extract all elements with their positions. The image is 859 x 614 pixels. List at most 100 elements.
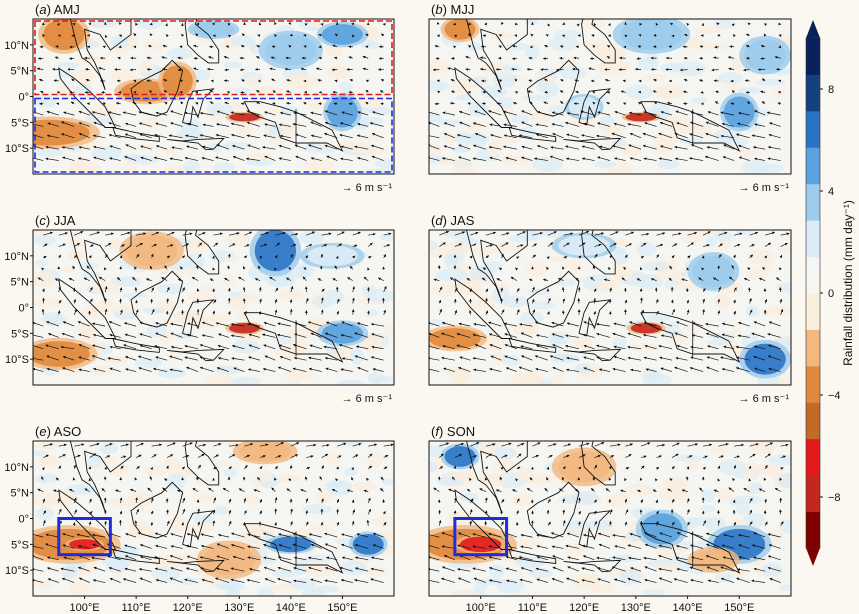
wind-vector bbox=[527, 90, 533, 93]
anomaly-patch bbox=[287, 379, 301, 385]
anomaly-patch bbox=[246, 158, 274, 166]
wind-vector bbox=[441, 157, 455, 161]
anomaly-patch bbox=[452, 376, 467, 385]
wind-vector bbox=[727, 56, 735, 59]
wind-vector bbox=[453, 45, 457, 49]
lat-tick-label: 5°N bbox=[11, 488, 30, 500]
coastline bbox=[167, 348, 225, 362]
wind-vector bbox=[451, 90, 455, 94]
panel-jja: (c) JJA 10°N 5°N 0° 5°S 10°S → 6 m s⁻¹ bbox=[4, 213, 395, 405]
wind-vector bbox=[334, 56, 338, 60]
wind-vector bbox=[257, 34, 261, 37]
wind-vector bbox=[294, 144, 307, 150]
wind-vector bbox=[381, 78, 385, 82]
lat-tick-label: 5°S bbox=[11, 117, 29, 129]
wind-vector bbox=[543, 101, 549, 105]
wind-vector bbox=[502, 110, 518, 116]
anomaly-patch bbox=[176, 127, 204, 141]
wind-vector bbox=[63, 111, 75, 116]
wind-vector bbox=[303, 102, 307, 105]
wind-vector bbox=[499, 79, 503, 83]
panel-title: (d) JAS bbox=[431, 213, 475, 228]
wind-vector bbox=[149, 90, 153, 94]
wind-vector bbox=[271, 45, 276, 49]
wind-vector bbox=[623, 102, 627, 106]
wind-vector bbox=[140, 156, 152, 161]
anomaly-patch bbox=[429, 461, 438, 474]
wind-vector bbox=[58, 232, 68, 236]
anomaly-patch bbox=[357, 147, 389, 155]
wind-vector bbox=[184, 156, 199, 161]
wind-vector bbox=[442, 111, 455, 116]
wind-vector bbox=[498, 45, 502, 49]
wind-vector bbox=[365, 79, 369, 83]
lat-tick-label: 0° bbox=[18, 92, 29, 104]
anomaly-patch bbox=[303, 560, 336, 577]
wind-vector bbox=[108, 122, 121, 127]
anomaly-core bbox=[723, 96, 755, 128]
wind-vector bbox=[654, 101, 658, 105]
wind-vector bbox=[575, 90, 580, 94]
wind-vector bbox=[74, 231, 84, 236]
wind-vector bbox=[118, 22, 122, 26]
anomaly-patch bbox=[713, 19, 736, 29]
wind-vector bbox=[98, 67, 106, 70]
wind-vector bbox=[164, 101, 168, 105]
coastline bbox=[112, 337, 160, 353]
wind-vector bbox=[245, 157, 260, 161]
anomaly-patch bbox=[429, 80, 450, 92]
wind-vector bbox=[606, 56, 611, 59]
wind-vector bbox=[117, 56, 121, 60]
anomaly-patch bbox=[326, 452, 341, 466]
wind-vector bbox=[604, 78, 611, 82]
wind-vector bbox=[93, 121, 106, 127]
wind-vector bbox=[332, 44, 338, 48]
anomaly-patch bbox=[444, 253, 458, 268]
wind-vector bbox=[202, 145, 214, 150]
wind-vector bbox=[560, 101, 564, 105]
wind-vector bbox=[365, 45, 369, 49]
wind-vector bbox=[450, 79, 455, 82]
wind-vector bbox=[720, 134, 735, 139]
wind-vector bbox=[62, 156, 75, 161]
wind-vector bbox=[122, 111, 137, 116]
wind-vector bbox=[55, 45, 59, 49]
wind-vector bbox=[177, 68, 183, 72]
anomaly-patch bbox=[441, 158, 471, 165]
wind-vector bbox=[720, 111, 735, 116]
wind-vector bbox=[180, 101, 184, 105]
wind-vector bbox=[767, 146, 781, 150]
wind-vector bbox=[52, 67, 59, 71]
wind-vector bbox=[559, 90, 564, 94]
anomaly-patch bbox=[741, 159, 769, 174]
anomaly-patch bbox=[480, 60, 509, 75]
wind-vector bbox=[597, 111, 611, 116]
wind-vector bbox=[705, 121, 719, 127]
anomaly-patch bbox=[429, 143, 444, 156]
anomaly-patch bbox=[565, 542, 588, 556]
wind-vector bbox=[102, 102, 106, 106]
wind-vector bbox=[521, 121, 533, 127]
wind-vector bbox=[380, 33, 385, 37]
wind-vector bbox=[365, 89, 369, 93]
anomaly-patch bbox=[33, 235, 56, 246]
wind-vector bbox=[146, 79, 152, 83]
anomaly-patch bbox=[487, 33, 516, 40]
anomaly-patch bbox=[75, 324, 94, 337]
wind-vector bbox=[550, 146, 564, 150]
wind-vector bbox=[199, 111, 214, 116]
anomaly-patch bbox=[353, 481, 377, 491]
anomaly-patch bbox=[62, 565, 77, 579]
anomaly-patch bbox=[514, 539, 541, 549]
wind-vector bbox=[286, 90, 291, 94]
wind-vector bbox=[227, 22, 231, 26]
wind-vector bbox=[53, 79, 59, 83]
wind-vector bbox=[92, 134, 106, 139]
wind-vector bbox=[308, 144, 322, 150]
wind-vector bbox=[572, 67, 580, 71]
lon-tick-label: 130°E bbox=[224, 602, 254, 614]
panel-map-area bbox=[429, 19, 791, 174]
wind-vector bbox=[653, 78, 657, 82]
wind-vector bbox=[437, 90, 441, 94]
anomaly-patch bbox=[33, 271, 56, 288]
